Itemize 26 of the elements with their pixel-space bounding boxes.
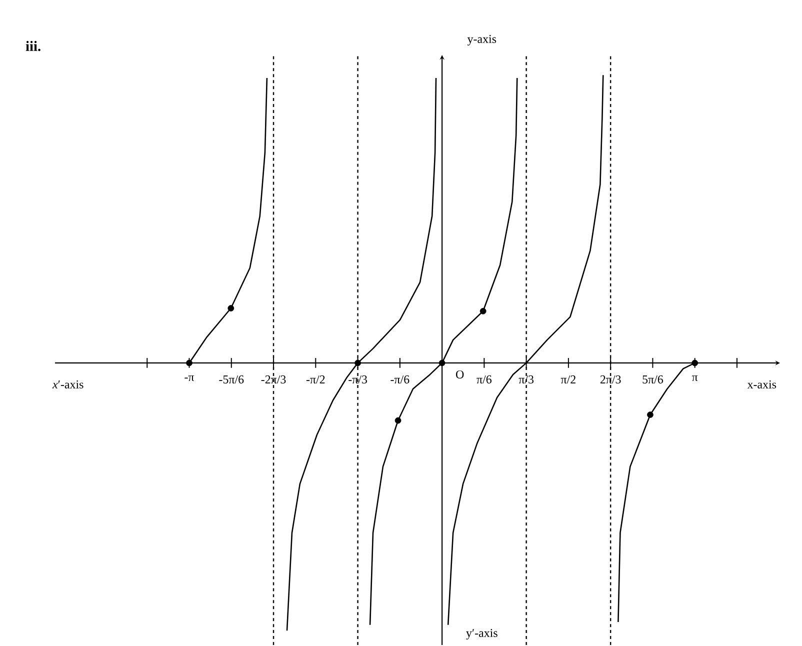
x-tick-label: π/6	[476, 375, 492, 384]
point	[692, 360, 698, 366]
x-tick-label: 5π/6	[642, 375, 664, 384]
point	[438, 360, 446, 366]
point	[647, 412, 654, 418]
x-tick-label: -π/3	[348, 375, 367, 384]
point	[354, 360, 361, 366]
point	[186, 360, 192, 366]
point	[480, 308, 486, 314]
x-axis-title: x-axis	[747, 380, 776, 388]
x-tick-label: -2π/3	[261, 375, 286, 384]
x-tick-label: -π	[184, 375, 194, 382]
chart-title: iii.	[26, 40, 40, 52]
x-tick-label: -π/2	[306, 375, 325, 384]
x-tick-label: π	[692, 375, 698, 382]
x-tick-label: π/2	[560, 375, 576, 384]
point	[228, 305, 234, 312]
point	[394, 417, 402, 424]
x-tick-label: -5π/6	[219, 375, 244, 384]
annotation: y′-axis	[466, 628, 498, 640]
x-tick-label: -π/6	[390, 375, 410, 384]
x-tick-label: π/3	[518, 375, 534, 384]
x-tick-label: 2π/3	[600, 375, 621, 384]
annotation: x′-axis	[52, 380, 84, 388]
annotation: O	[456, 370, 464, 378]
y-axis-title: y-axis	[467, 34, 496, 46]
